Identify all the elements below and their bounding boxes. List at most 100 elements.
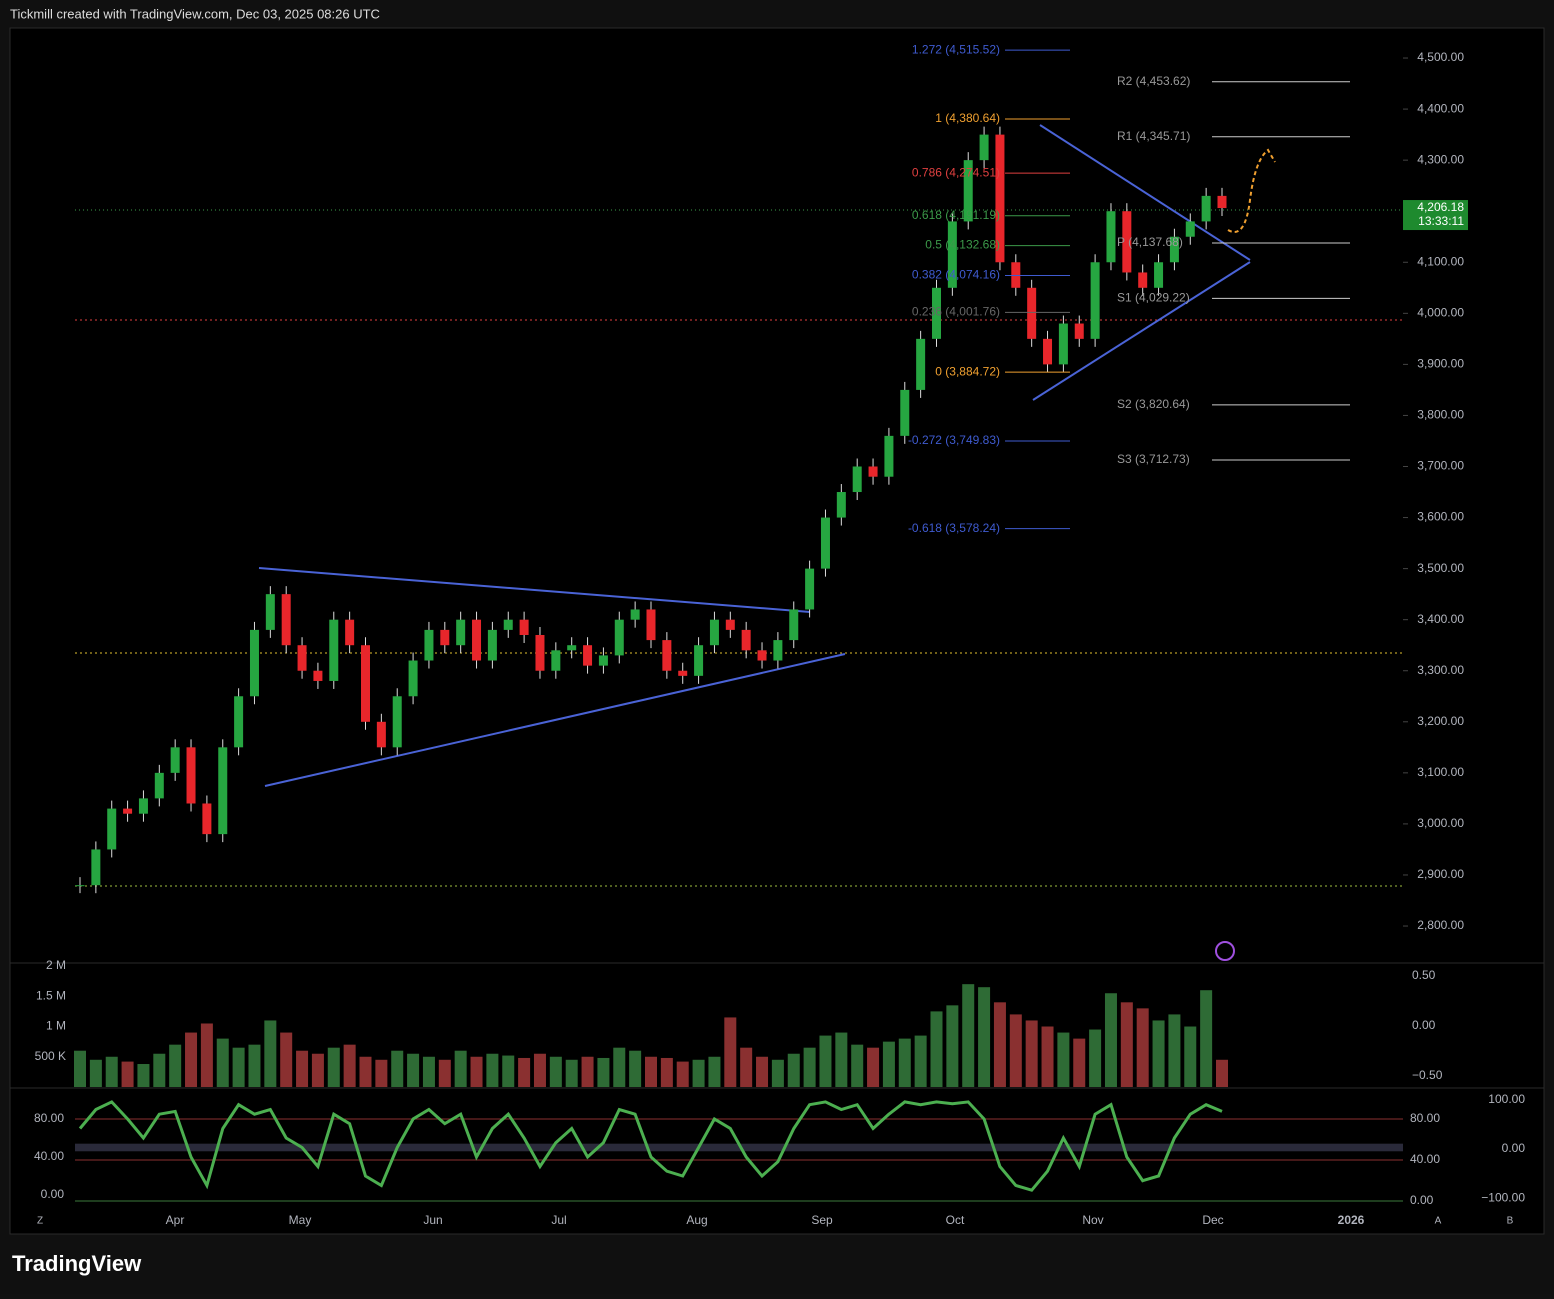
- x-tick-label: 2026: [1338, 1213, 1365, 1227]
- volume-bar: [407, 1053, 420, 1087]
- y-tick-label: 3,700.00: [1417, 459, 1464, 473]
- footer-logo: TradingView: [12, 1251, 142, 1276]
- volume-bar: [867, 1047, 880, 1087]
- candle-body: [154, 772, 164, 799]
- candle-body: [1058, 323, 1068, 365]
- pivot-label: R1 (4,345.71): [1117, 129, 1190, 143]
- volume-bar: [74, 1050, 86, 1087]
- volume-bar: [502, 1055, 515, 1087]
- volume-bar: [1025, 1020, 1038, 1087]
- candle-body: [995, 134, 1005, 263]
- volume-bar: [819, 1035, 832, 1087]
- volume-bar: [232, 1047, 245, 1087]
- volume-bar: [1041, 1026, 1054, 1087]
- candle-body: [1074, 323, 1084, 339]
- candle-body: [535, 634, 545, 671]
- volume-bar: [898, 1038, 911, 1087]
- x-tick-label: Apr: [166, 1213, 185, 1227]
- candle-body: [598, 655, 608, 666]
- trendlines: [258, 124, 1251, 787]
- candle-body: [1090, 262, 1100, 339]
- fib-label: 1 (4,380.64): [935, 111, 1000, 125]
- candle-body: [709, 619, 719, 646]
- auto-scale-button[interactable]: A: [1435, 1216, 1442, 1227]
- candle-body: [678, 670, 688, 676]
- volume-bar: [882, 1041, 895, 1087]
- candle-body: [91, 849, 101, 886]
- volume-bar: [597, 1057, 610, 1087]
- fib-label: 0 (3,884.72): [935, 364, 1000, 378]
- candle-body: [662, 640, 672, 671]
- candle-body: [900, 389, 910, 436]
- x-tick-label: May: [289, 1213, 312, 1227]
- candle-body: [297, 645, 307, 671]
- alert-icon[interactable]: [1215, 941, 1235, 961]
- candle-body: [979, 134, 989, 161]
- fib-label: 0.786 (4,274.51): [912, 165, 1000, 179]
- volume-bar: [565, 1059, 578, 1087]
- candle-body: [408, 660, 418, 697]
- candle-body: [583, 645, 593, 666]
- volume-bar: [930, 1011, 943, 1087]
- volume-bar: [533, 1053, 546, 1087]
- volume-bar: [660, 1057, 673, 1087]
- osc-y2-label: 100.00: [1488, 1092, 1525, 1106]
- volume-bar: [1089, 1029, 1102, 1087]
- countdown-label: 13:33:11: [1418, 214, 1464, 228]
- zoom-icon[interactable]: Z: [37, 1216, 43, 1227]
- candle-body: [234, 696, 244, 748]
- volume-bar: [708, 1056, 721, 1087]
- volume-bar: [835, 1032, 848, 1087]
- volume-bar: [327, 1047, 340, 1087]
- candle-body: [281, 594, 291, 646]
- volume-tick-label: 500 K: [35, 1049, 66, 1063]
- pivot-label: P (4,137.68): [1117, 235, 1183, 249]
- y-tick-label: 3,800.00: [1417, 408, 1464, 422]
- candle-body: [361, 645, 370, 722]
- candle-body: [646, 609, 656, 641]
- y-tick-label: 3,300.00: [1417, 663, 1464, 677]
- candle-body: [947, 221, 957, 288]
- volume-bar: [153, 1053, 166, 1087]
- volume-bar: [121, 1061, 134, 1087]
- volume-bar: [296, 1050, 309, 1087]
- volume-bar: [787, 1053, 800, 1087]
- y-tick-label: 3,400.00: [1417, 612, 1464, 626]
- projection-arrow: [1227, 148, 1276, 233]
- candle-body: [1027, 287, 1037, 339]
- volume-bar: [549, 1056, 562, 1087]
- osc-y2-label: 0.00: [1502, 1141, 1526, 1155]
- volume-y2-label: 0.50: [1412, 968, 1436, 982]
- volume-bar: [518, 1057, 531, 1087]
- volume-bar: [280, 1032, 293, 1087]
- volume-bar: [946, 1005, 959, 1087]
- candle-body: [836, 492, 846, 518]
- candle-body: [725, 619, 735, 630]
- fib-label: -0.272 (3,749.83): [908, 433, 1000, 447]
- osc-y2-label: −100.00: [1481, 1190, 1525, 1204]
- volume-tick-label: 2 M: [46, 958, 66, 972]
- candle-body: [487, 629, 497, 661]
- volume-bar: [740, 1047, 753, 1087]
- x-tick-label: Dec: [1202, 1213, 1223, 1227]
- volume-tick-label: 1 M: [46, 1019, 66, 1033]
- candle-body: [218, 747, 228, 835]
- candle-body: [472, 619, 482, 661]
- volume-bar: [311, 1053, 324, 1087]
- volume-bar: [248, 1044, 261, 1087]
- y-tick-label: 4,500.00: [1417, 50, 1464, 64]
- volume-bar: [343, 1044, 356, 1087]
- x-tick-label: Jun: [423, 1213, 442, 1227]
- log-scale-button[interactable]: B: [1507, 1216, 1514, 1227]
- x-tick-label: Sep: [811, 1213, 833, 1227]
- volume-y2-label: 0.00: [1412, 1018, 1436, 1032]
- y-tick-label: 2,900.00: [1417, 867, 1464, 881]
- last-price-box: [1403, 200, 1468, 231]
- candle-body: [1138, 272, 1148, 288]
- candle-body: [1106, 211, 1116, 263]
- volume-bar: [724, 1017, 737, 1087]
- candle-body: [503, 619, 513, 630]
- candle-body: [1043, 338, 1053, 365]
- volume-bar: [169, 1044, 182, 1087]
- volume-bar: [359, 1056, 372, 1087]
